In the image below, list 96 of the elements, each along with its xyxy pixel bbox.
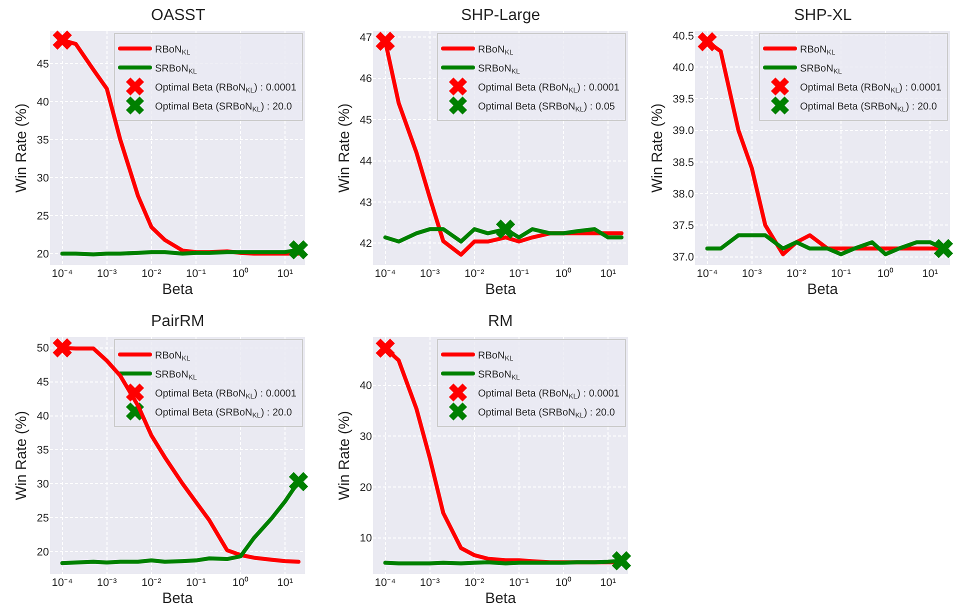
x-tick-label: 10⁻¹ (509, 268, 530, 280)
chart-title: PairRM (151, 313, 204, 330)
x-axis-title: Beta (162, 281, 194, 298)
y-tick-label: 50 (36, 342, 49, 355)
y-tick-label: 38.0 (672, 188, 694, 200)
y-tick-label: 37.5 (672, 220, 694, 232)
y-axis-title: Win Rate (%) (336, 103, 353, 193)
legend-label: RBoN$_{KL}$ (800, 44, 836, 56)
legend-label: Optimal Beta (SRBoN$_{KL}$) : 20.0 (155, 101, 292, 114)
y-tick-label: 39.0 (672, 125, 694, 138)
x-tick-label: 10⁻³ (420, 268, 440, 280)
x-tick-label: 10⁻⁴ (374, 268, 396, 280)
y-tick-label: 44 (360, 156, 372, 168)
y-tick-label: 46 (360, 73, 372, 86)
y-tick-label: 25 (36, 210, 49, 222)
legend-label: RBoN$_{KL}$ (478, 44, 514, 56)
legend-label: RBoN$_{KL}$ (478, 350, 514, 362)
x-tick-label: 10⁻² (464, 577, 485, 589)
x-tick-label: 10⁰ (555, 267, 572, 280)
x-tick-label: 10⁰ (232, 267, 249, 280)
y-tick-label: 10 (360, 532, 372, 545)
x-tick-label: 10⁻¹ (186, 577, 206, 589)
x-axis-title: Beta (485, 590, 517, 607)
x-tick-label: 10⁻¹ (509, 577, 530, 589)
x-tick-label: 10¹ (277, 577, 294, 589)
y-tick-label: 20 (36, 546, 49, 558)
y-tick-label: 38.5 (672, 156, 694, 169)
chart-title: OASST (151, 7, 206, 24)
y-tick-label: 20 (36, 248, 49, 260)
y-axis-title: Win Rate (%) (336, 410, 353, 500)
y-tick-label: 45 (36, 58, 49, 71)
x-tick-label: 10⁻² (141, 577, 162, 589)
legend-label: Optimal Beta (SRBoN$_{KL}$) : 20.0 (155, 407, 292, 420)
x-tick-label: 10⁻³ (420, 577, 440, 589)
y-tick-label: 35 (36, 444, 49, 457)
legend-label: Optimal Beta (RBoN$_{KL}$) : 0.0001 (478, 82, 620, 94)
x-tick-label: 10¹ (277, 268, 294, 280)
chart-title: SHP-XL (794, 7, 852, 24)
x-tick-label: 10¹ (600, 577, 616, 589)
legend-label: Optimal Beta (RBoN$_{KL}$) : 0.0001 (155, 82, 297, 94)
legend-label: SRBoN$_{KL}$ (155, 63, 198, 76)
x-tick-label: 10⁻² (786, 268, 807, 280)
legend-label: SRBoN$_{KL}$ (155, 369, 198, 382)
x-tick-label: 10⁻³ (96, 577, 118, 589)
y-tick-label: 30 (360, 431, 372, 444)
x-tick-label: 10⁻⁴ (52, 268, 74, 280)
y-tick-label: 43 (360, 196, 372, 209)
x-tick-label: 10⁻⁴ (696, 268, 718, 280)
y-tick-label: 42 (360, 238, 372, 250)
x-tick-label: 10⁰ (232, 576, 249, 589)
x-tick-label: 10⁻³ (96, 268, 118, 280)
x-tick-label: 10⁻⁴ (374, 577, 396, 589)
x-tick-label: 10⁰ (877, 267, 894, 280)
chart-title: RM (488, 313, 513, 330)
x-tick-label: 10⁻¹ (831, 268, 852, 280)
y-tick-label: 35 (36, 134, 49, 146)
y-tick-label: 45 (36, 376, 49, 389)
x-axis-title: Beta (162, 590, 194, 607)
y-tick-label: 47 (360, 32, 372, 44)
legend-label: SRBoN$_{KL}$ (478, 63, 520, 76)
legend-label: RBoN$_{KL}$ (155, 44, 190, 56)
y-tick-label: 45 (360, 114, 372, 126)
x-tick-label: 10⁻¹ (186, 268, 206, 280)
y-tick-label: 30 (36, 478, 49, 491)
chart-title: SHP-Large (461, 7, 540, 24)
x-tick-label: 10⁻² (141, 268, 162, 280)
legend-label: Optimal Beta (SRBoN$_{KL}$) : 20.0 (800, 101, 938, 114)
legend-label: RBoN$_{KL}$ (155, 350, 190, 362)
legend-label: Optimal Beta (RBoN$_{KL}$) : 0.0001 (800, 82, 942, 94)
y-tick-label: 39.5 (672, 94, 694, 106)
legend-label: Optimal Beta (RBoN$_{KL}$) : 0.0001 (155, 388, 297, 400)
legend-label: SRBoN$_{KL}$ (478, 369, 520, 382)
y-tick-label: 25 (36, 512, 49, 524)
x-tick-label: 10⁻³ (742, 268, 762, 280)
y-tick-label: 37.0 (672, 252, 694, 264)
y-tick-label: 40 (36, 410, 49, 423)
y-axis-title: Win Rate (%) (13, 103, 30, 193)
legend-label: Optimal Beta (SRBoN$_{KL}$) : 0.05 (478, 101, 616, 114)
y-axis-title: Win Rate (%) (648, 103, 666, 193)
y-tick-label: 30 (36, 172, 49, 184)
x-tick-label: 10¹ (922, 268, 938, 280)
x-tick-label: 10⁰ (555, 576, 572, 589)
x-tick-label: 10¹ (600, 268, 616, 280)
y-tick-label: 20 (360, 482, 372, 494)
x-axis-title: Beta (485, 281, 517, 298)
legend-label: SRBoN$_{KL}$ (800, 63, 842, 76)
x-tick-label: 10⁻⁴ (52, 577, 74, 589)
x-axis-title: Beta (807, 281, 839, 298)
x-tick-label: 10⁻² (464, 268, 485, 280)
y-tick-label: 40.0 (672, 62, 694, 74)
legend-label: Optimal Beta (SRBoN$_{KL}$) : 20.0 (478, 407, 616, 420)
y-axis-title: Win Rate (%) (13, 410, 30, 500)
legend-label: Optimal Beta (RBoN$_{KL}$) : 0.0001 (478, 388, 620, 400)
y-tick-label: 40.5 (672, 30, 694, 42)
y-tick-label: 40 (36, 96, 49, 109)
y-tick-label: 40 (360, 380, 372, 392)
